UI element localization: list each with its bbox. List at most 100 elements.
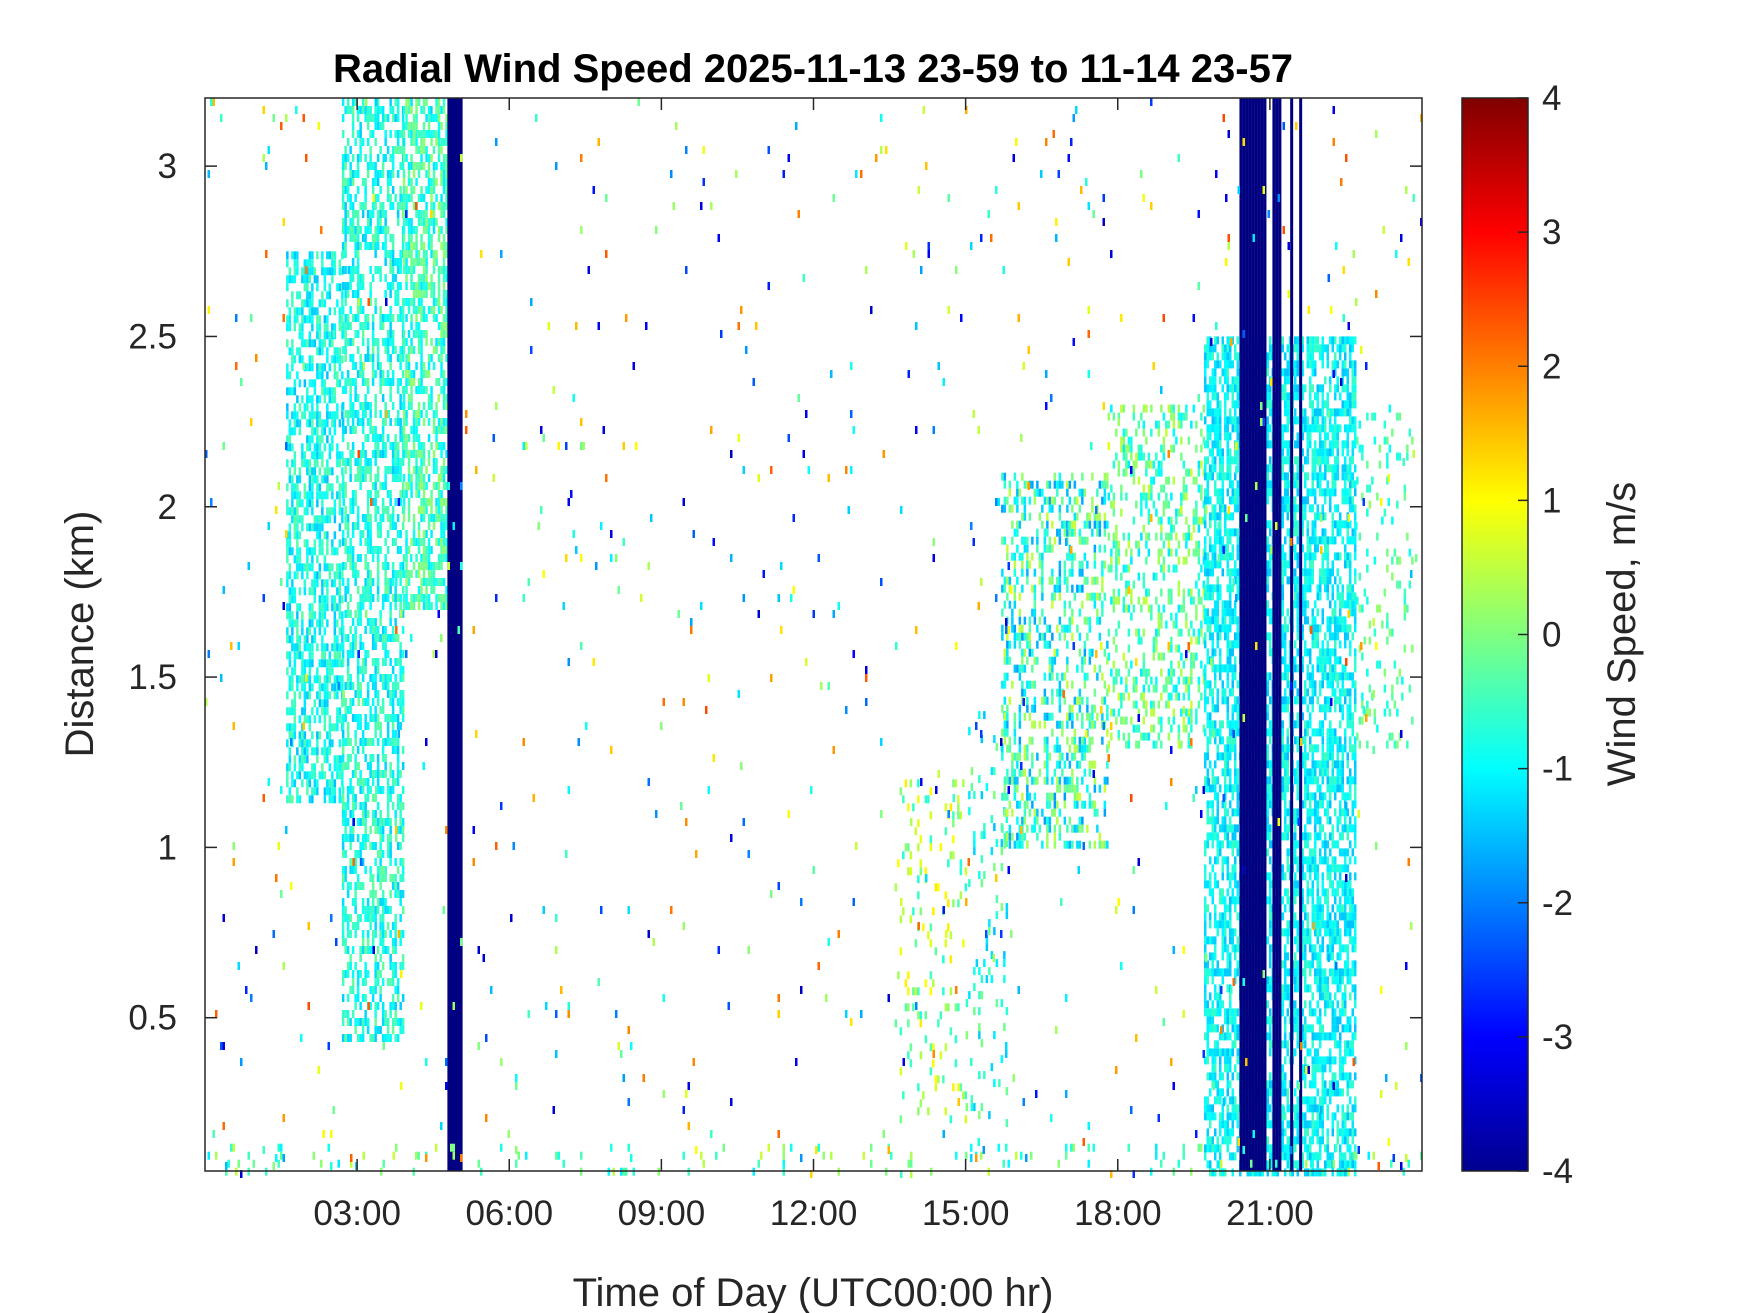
heatmap-cell (1182, 412, 1186, 421)
heatmap-cell (328, 723, 332, 732)
heatmap-cell (323, 267, 327, 276)
heatmap-cell (361, 98, 365, 106)
heatmap-cell (1056, 624, 1059, 633)
heatmap-cell (346, 786, 350, 794)
heatmap-cell (1211, 408, 1214, 417)
heatmap-cell (1038, 552, 1042, 561)
heatmap-cell (412, 538, 416, 546)
heatmap-cell (288, 635, 292, 644)
heatmap-cell (361, 938, 365, 946)
heatmap-cell (1018, 640, 1022, 649)
heatmap-cell (349, 738, 352, 746)
heatmap-cell (1058, 688, 1062, 697)
heatmap-cell (399, 426, 402, 434)
heatmap-cell (374, 842, 377, 850)
heatmap-cell (417, 210, 421, 218)
heatmap-cell (425, 602, 428, 610)
heatmap-cell (435, 130, 438, 138)
heatmap-cell (1209, 1160, 1212, 1169)
heatmap-cell (1023, 688, 1027, 697)
heatmap-cell (1058, 472, 1062, 481)
heatmap-cell (1073, 792, 1077, 801)
heatmap-cell (422, 122, 426, 130)
heatmap-cell (316, 427, 319, 436)
heatmap-cell (389, 490, 392, 498)
heatmap-cell (1006, 728, 1009, 737)
heatmap-cell (440, 506, 443, 514)
heatmap-cell (298, 515, 302, 524)
heatmap-cell (366, 218, 370, 226)
heatmap-cell (427, 594, 431, 602)
heatmap-cell (1093, 800, 1097, 809)
heatmap-cell (288, 475, 292, 484)
heatmap-cell (308, 307, 312, 316)
heatmap-cell (934, 883, 938, 892)
heatmap-cell (440, 226, 443, 234)
heatmap-cell (437, 98, 441, 106)
heatmap-cell (412, 258, 416, 266)
heatmap-cell (379, 314, 382, 322)
heatmap-cell (359, 1002, 362, 1010)
heatmap-cell (326, 507, 329, 516)
heatmap-cell (927, 795, 930, 804)
heatmap-cell (356, 658, 360, 666)
heatmap-cell (405, 106, 408, 114)
heatmap-cell (374, 810, 377, 818)
heatmap-cell (311, 467, 314, 476)
heatmap-cell (328, 795, 332, 804)
heatmap-cell (1063, 840, 1067, 849)
heatmap-cell (1211, 424, 1214, 433)
heatmap-cell (1006, 744, 1009, 753)
heatmap-cell (323, 659, 327, 668)
heatmap-cell (344, 146, 347, 154)
heatmap-cell (1150, 612, 1153, 621)
heatmap-cell (1081, 488, 1084, 497)
heatmap-cell (1021, 840, 1024, 849)
heatmap-cell (978, 871, 981, 880)
heatmap-cell (1211, 1112, 1214, 1121)
heatmap-cell (291, 667, 294, 676)
heatmap-cell (391, 634, 395, 642)
heatmap-cell (1195, 420, 1198, 429)
heatmap-cell (417, 538, 421, 546)
heatmap-cell (356, 266, 360, 274)
heatmap-region (447, 98, 463, 1171)
heatmap-cell (369, 466, 372, 474)
heatmap-cell (407, 370, 411, 378)
heatmap-cell (1182, 532, 1186, 541)
heatmap-cell (1117, 596, 1121, 605)
heatmap-cell (1142, 420, 1146, 429)
heatmap-cell (1214, 408, 1217, 417)
heatmap-cell (1187, 468, 1191, 477)
heatmap-cell (344, 202, 347, 210)
heatmap-cell (349, 810, 352, 818)
heatmap-cell (1071, 472, 1074, 481)
heatmap-cell (1058, 528, 1062, 537)
heatmap-cell (288, 747, 292, 756)
heatmap-cell (298, 715, 302, 724)
heatmap-cell (954, 1035, 958, 1044)
heatmap-cell (420, 154, 423, 162)
heatmap-cell (364, 722, 367, 730)
heatmap-cell (376, 778, 380, 786)
heatmap-cell (1206, 488, 1209, 497)
heatmap-cell (1147, 532, 1151, 541)
heatmap-cell (359, 154, 362, 162)
heatmap-cell (1209, 1024, 1212, 1033)
heatmap-cell (1103, 528, 1107, 537)
heatmap-cell (389, 578, 392, 586)
heatmap-cell (291, 427, 294, 436)
heatmap-cell (405, 410, 408, 418)
heatmap-cell (1185, 404, 1188, 413)
heatmap-cell (1061, 624, 1064, 633)
heatmap-cell (313, 539, 317, 548)
heatmap-cell (1204, 1144, 1207, 1153)
heatmap-cell (333, 531, 337, 540)
heatmap-cell (346, 794, 350, 802)
heatmap-cell (445, 482, 448, 490)
heatmap-cell (356, 466, 360, 474)
heatmap-cell (445, 554, 448, 562)
heatmap-cell (1187, 716, 1191, 725)
heatmap-cell (306, 435, 309, 444)
heatmap-cell (1214, 920, 1217, 929)
